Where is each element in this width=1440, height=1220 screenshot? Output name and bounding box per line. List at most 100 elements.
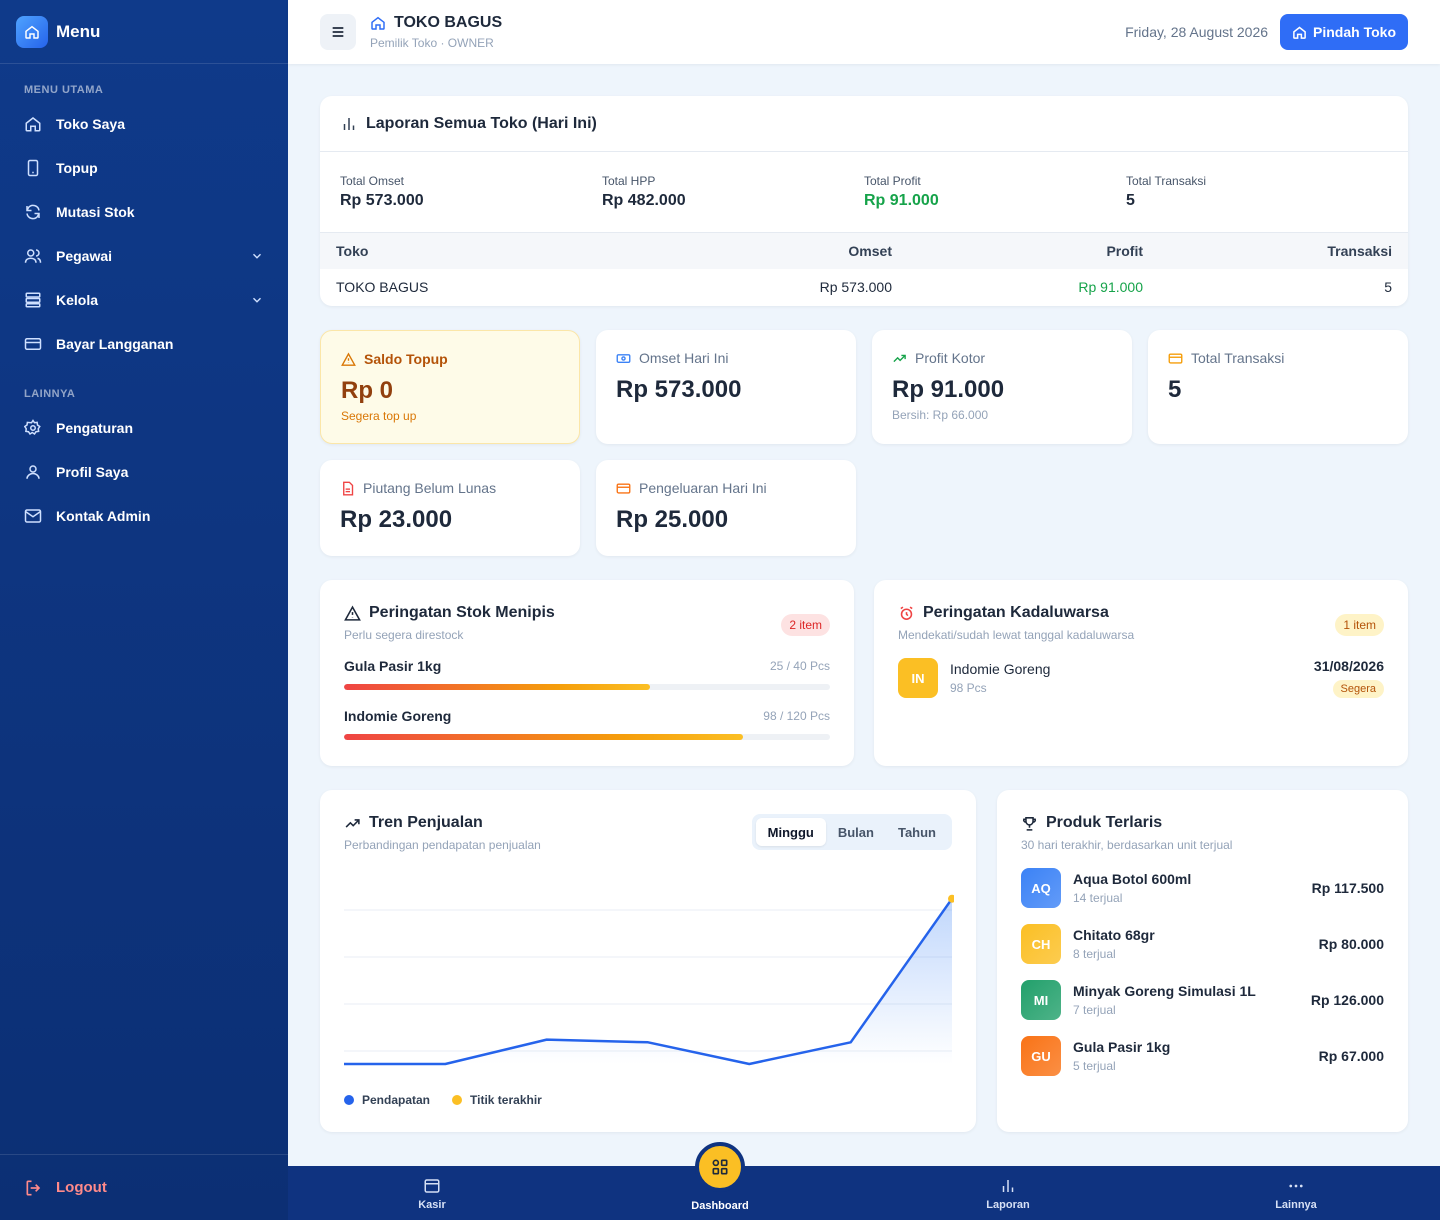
stat-total-hpp: Total HPP Rp 482.000 [602, 174, 864, 232]
stat-value: Rp 482.000 [602, 192, 686, 209]
stat-label: Total Transaksi [1191, 350, 1285, 366]
warning-icon [341, 351, 356, 366]
stat-label: Total Profit [864, 174, 921, 188]
stat-label: Piutang Belum Lunas [363, 480, 497, 496]
panel-subtitle: Perlu segera direstock [344, 628, 464, 642]
profit-kotor-card: Profit Kotor Rp 91.000 Bersih: Rp 66.000 [872, 330, 1132, 444]
money-icon [616, 353, 631, 363]
list-item[interactable]: Indomie Goreng 98 / 120 Pcs [344, 708, 830, 740]
sidebar: Menu MENU UTAMA Toko Saya Topup Mutasi S… [0, 0, 288, 1220]
user-icon [26, 465, 40, 479]
period-tabs: Minggu Bulan Tahun [751, 814, 952, 850]
expiry-info: 31/08/2026 Segera [1314, 658, 1384, 698]
chart-area [344, 898, 952, 1064]
stock-bar-track [344, 684, 830, 690]
nav-kasir[interactable]: Kasir [288, 1166, 576, 1220]
more-icon [1289, 1184, 1303, 1188]
item-name: Gula Pasir 1kg [344, 658, 442, 674]
store-subtitle: Pemilik Toko · OWNER [370, 36, 494, 50]
grid-icon [712, 1159, 728, 1175]
home-icon [371, 16, 385, 30]
sidebar-item-bayar-langganan[interactable]: Bayar Langganan [0, 322, 288, 366]
stock-bar-track [344, 734, 830, 740]
panel-title-row: Peringatan Stok Menipis [344, 604, 830, 622]
nav-label: Kasir [418, 1199, 446, 1211]
sidebar-item-mutasi-stok[interactable]: Mutasi Stok [0, 190, 288, 234]
item-value: Rp 67.000 [1318, 1048, 1384, 1064]
list-item[interactable]: GU Gula Pasir 1kg 5 terjual Rp 67.000 [1021, 1036, 1384, 1076]
stat-label-row: Saldo Topup [341, 351, 559, 367]
cell-transaksi: 5 [1384, 279, 1392, 295]
terlaris-list: AQ Aqua Botol 600ml 14 terjual Rp 117.50… [1021, 868, 1384, 1076]
sidebar-item-pegawai[interactable]: Pegawai [0, 234, 288, 278]
cell-toko: TOKO BAGUS [336, 279, 429, 295]
logout-label: Logout [56, 1179, 107, 1196]
list-item[interactable]: AQ Aqua Botol 600ml 14 terjual Rp 117.50… [1021, 868, 1384, 908]
tab-minggu[interactable]: Minggu [755, 818, 826, 846]
hamburger-icon [332, 27, 344, 37]
sidebar-title: Menu [56, 21, 101, 41]
tab-bulan[interactable]: Bulan [837, 824, 874, 840]
sidebar-item-pengaturan[interactable]: Pengaturan [0, 406, 288, 450]
logout-button[interactable]: Logout [0, 1154, 288, 1220]
menu-toggle-button[interactable] [320, 14, 356, 50]
document-icon [343, 481, 354, 495]
panel-subtitle: 30 hari terakhir, berdasarkan unit terju… [1021, 838, 1233, 852]
stat-value: Rp 23.000 [340, 506, 453, 533]
item-qty: 98 Pcs [950, 681, 987, 695]
column-header: Transaksi [1327, 243, 1392, 259]
refresh-icon [26, 204, 40, 220]
nav-dashboard[interactable]: Dashboard [576, 1142, 864, 1220]
stok-menipis-card: Peringatan Stok Menipis Perlu segera dir… [320, 580, 854, 766]
avatar: IN [898, 658, 938, 698]
sidebar-item-kelola[interactable]: Kelola [0, 278, 288, 322]
column-header: Profit [1106, 243, 1143, 259]
nav-laporan[interactable]: Laporan [864, 1166, 1152, 1220]
stok-row: Indomie Goreng 98 / 120 Pcs [344, 708, 830, 724]
column-header: Omset [848, 243, 892, 259]
tab-tahun[interactable]: Tahun [897, 824, 936, 840]
stat-label: Saldo Topup [364, 351, 448, 367]
list-item[interactable]: Gula Pasir 1kg 25 / 40 Pcs [344, 658, 830, 690]
store-info: TOKO BAGUS Pemilik Toko · OWNER [370, 14, 502, 50]
wallet-icon [616, 482, 631, 494]
list-item[interactable]: CH Chitato 68gr 8 terjual Rp 80.000 [1021, 924, 1384, 964]
column-header: Toko [336, 243, 369, 259]
dashboard-fab[interactable] [695, 1142, 745, 1192]
list-item[interactable]: MI Minyak Goreng Simulasi 1L 7 terjual R… [1021, 980, 1384, 1020]
item-sold: 8 terjual [1073, 947, 1116, 961]
item-name: Gula Pasir 1kg [1073, 1039, 1171, 1055]
stat-label-row: Piutang Belum Lunas [340, 480, 560, 496]
list-item[interactable]: IN Indomie Goreng 98 Pcs 31/08/2026 Sege… [898, 658, 1384, 698]
kadaluwarsa-count-badge: 1 item [1335, 614, 1384, 636]
stat-label: Profit Kotor [915, 350, 986, 366]
sidebar-item-kontak-admin[interactable]: Kontak Admin [0, 494, 288, 538]
item-name: Aqua Botol 600ml [1073, 871, 1192, 887]
sidebar-item-toko-saya[interactable]: Toko Saya [0, 102, 288, 146]
sales-trend-chart [344, 894, 954, 1066]
item-name: Chitato 68gr [1073, 927, 1155, 943]
server-icon [25, 292, 41, 308]
pindah-toko-button[interactable]: Pindah Toko [1280, 14, 1408, 50]
sidebar-item-topup[interactable]: Topup [0, 146, 288, 190]
stat-value: Rp 0 [341, 377, 394, 404]
item-info: Aqua Botol 600ml 14 terjual [1073, 871, 1312, 905]
sidebar-item-profil-saya[interactable]: Profil Saya [0, 450, 288, 494]
item-value: Rp 80.000 [1318, 936, 1384, 952]
legend-item-pendapatan: Pendapatan [344, 1093, 430, 1107]
produk-terlaris-card: Produk Terlaris 30 hari terakhir, berdas… [997, 790, 1408, 1132]
stat-value: Rp 573.000 [340, 192, 424, 209]
gear-icon [24, 419, 41, 436]
nav-lainnya[interactable]: Lainnya [1152, 1166, 1440, 1220]
item-value: Rp 126.000 [1310, 992, 1384, 1008]
credit-card-icon [1168, 352, 1183, 364]
table-row[interactable]: TOKO BAGUS Rp 573.000 Rp 91.000 5 [320, 269, 1408, 305]
card-icon [424, 1179, 440, 1193]
item-qty: 25 / 40 Pcs [769, 659, 830, 673]
sidebar-item-label: Topup [56, 160, 98, 176]
omset-hari-ini-card: Omset Hari Ini Rp 573.000 [596, 330, 856, 444]
stat-total-omset: Total Omset Rp 573.000 [340, 174, 602, 232]
nav-label: Laporan [986, 1199, 1030, 1211]
item-name: Indomie Goreng [950, 661, 1051, 677]
panel-title-row: Tren Penjualan [344, 814, 952, 832]
